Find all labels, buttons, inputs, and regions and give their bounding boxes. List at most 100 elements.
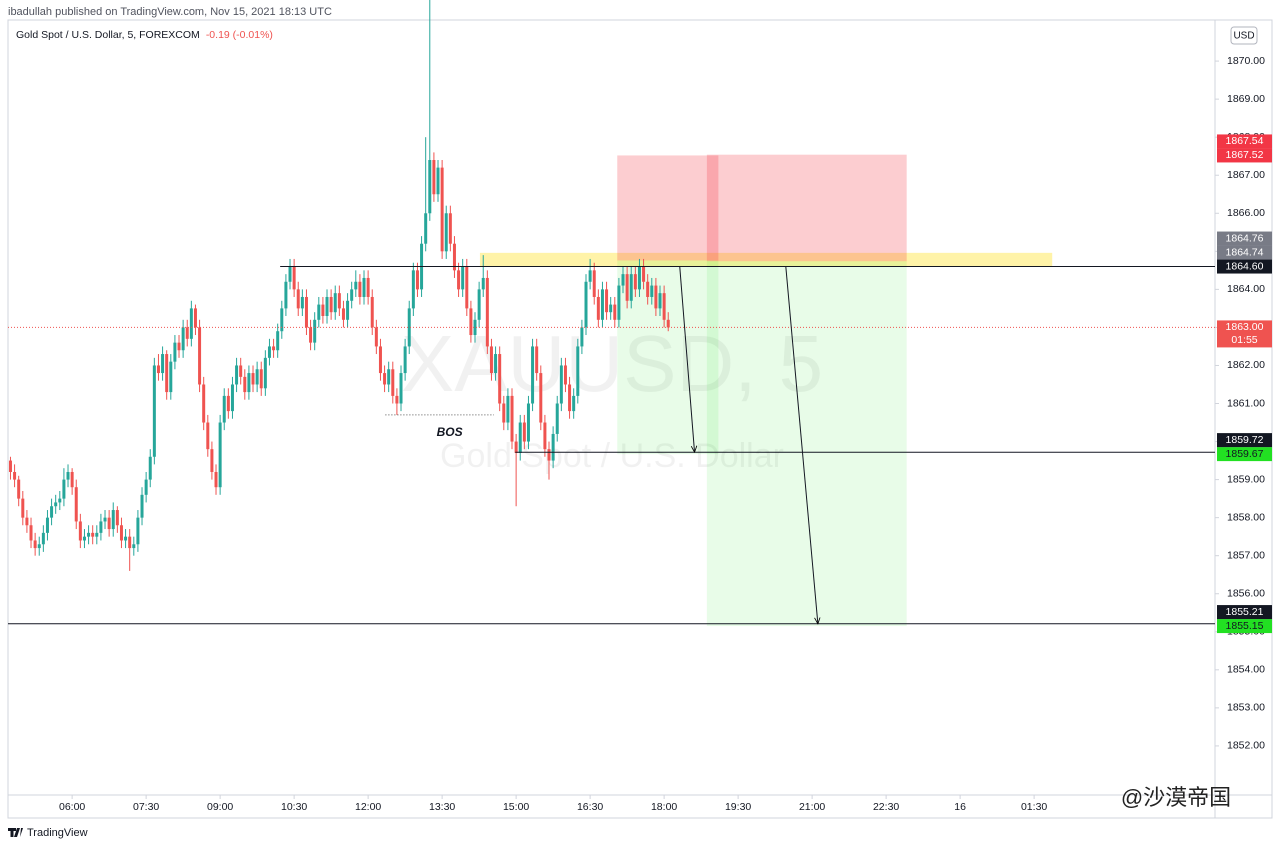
candle-body <box>235 365 239 385</box>
y-tick-label: 1857.00 <box>1227 549 1265 561</box>
candle-body <box>617 285 621 320</box>
bos-label: BOS <box>437 425 463 439</box>
candle-body <box>395 395 399 404</box>
candle-body <box>350 289 354 301</box>
candle-body <box>111 510 115 530</box>
candle-body <box>181 327 185 351</box>
candle-body <box>198 327 202 385</box>
candle-body <box>494 354 498 374</box>
candle-body <box>366 277 370 297</box>
price-badge-label: 1859.67 <box>1226 448 1264 460</box>
candle-body <box>543 422 547 450</box>
candle-body <box>559 365 563 404</box>
candle-body <box>609 304 613 313</box>
price-badge-label: 1867.52 <box>1226 149 1264 161</box>
candle-body <box>444 213 448 252</box>
price-badge-label: 1867.54 <box>1226 135 1264 147</box>
brand-icon <box>8 828 23 837</box>
candle-body <box>469 308 473 336</box>
candle-body <box>637 266 641 290</box>
candle-body <box>563 365 567 385</box>
plot: BOS <box>8 0 1215 627</box>
brand: TradingView <box>27 827 88 839</box>
candle-body <box>78 521 82 541</box>
candle-body <box>226 395 230 412</box>
candle-body <box>276 331 280 351</box>
arrow <box>679 266 695 453</box>
candle-body <box>309 327 313 343</box>
currency-box[interactable] <box>1230 26 1258 45</box>
candle-body <box>621 274 625 286</box>
candle-body <box>193 308 197 328</box>
symbol: Gold Spot / U.S. Dollar, 5, FOREXCOM -0.1… <box>16 29 273 41</box>
stop-zone <box>617 155 719 261</box>
candle-body <box>646 281 650 297</box>
candle-body <box>473 319 477 336</box>
candle-body <box>625 274 629 301</box>
candle-body <box>568 384 572 412</box>
y-tick-label: 1856.00 <box>1227 588 1265 600</box>
candle-body <box>654 285 658 309</box>
y-tick-label: 1853.00 <box>1227 702 1265 714</box>
candle-body <box>428 160 432 214</box>
y-tick-label: 1870.00 <box>1227 55 1265 67</box>
x-tick-label: 18:00 <box>651 801 677 813</box>
x-tick-label: 16:30 <box>577 801 603 813</box>
candle-body <box>115 510 119 526</box>
candle-body <box>206 422 210 450</box>
candle-body <box>572 395 576 412</box>
candle-body <box>465 266 469 309</box>
candle-body <box>140 494 144 518</box>
currency[interactable]: USD <box>1233 31 1254 42</box>
price-badge-label: 1864.76 <box>1226 232 1264 244</box>
candle-body <box>605 289 609 313</box>
candle-body <box>87 532 91 537</box>
candle-body <box>272 346 276 351</box>
price-badge <box>1217 245 1272 260</box>
y-tick-label: 1854.00 <box>1227 664 1265 676</box>
candle-body <box>387 369 391 385</box>
candle-body <box>288 266 292 282</box>
candle-body <box>185 327 189 339</box>
y-tick-label: 1861.00 <box>1227 397 1265 409</box>
candle-body <box>13 471 17 480</box>
candle-body <box>210 449 214 472</box>
x-tick-label: 01:30 <box>1021 801 1047 813</box>
candle-body <box>173 342 177 362</box>
candle-body <box>477 289 481 320</box>
candle-body <box>169 361 173 393</box>
price-badge <box>1217 134 1272 149</box>
candle-body <box>457 270 461 290</box>
candle-body <box>391 369 395 396</box>
candle-body <box>263 357 267 389</box>
price-badge <box>1217 148 1272 163</box>
candle-body <box>329 296 333 313</box>
price-badge-label: 1864.74 <box>1226 246 1264 258</box>
candle-body <box>128 536 132 549</box>
supply-zone <box>479 252 1053 267</box>
price-badge <box>1217 447 1272 462</box>
x-tick-label: 10:30 <box>281 801 307 813</box>
price-badge <box>1217 231 1272 246</box>
stop-zone <box>706 154 907 262</box>
x-tick-label: 07:30 <box>133 801 159 813</box>
candle-body <box>165 354 169 393</box>
candle-body <box>588 270 592 282</box>
candle-body <box>177 342 181 351</box>
x-tick-label: 21:00 <box>799 801 825 813</box>
candle-body <box>317 304 321 320</box>
target-zone <box>617 260 719 455</box>
candle-body <box>70 471 74 488</box>
candle-body <box>161 354 165 374</box>
arrow <box>785 266 818 624</box>
x-tick-label: 15:00 <box>503 801 529 813</box>
candle-body <box>461 266 465 290</box>
candle-body <box>452 243 456 271</box>
candle-body <box>481 277 485 290</box>
candle-body <box>411 270 415 309</box>
candle-body <box>66 471 70 480</box>
change: -0.19 (-0.01%) <box>206 29 273 41</box>
candle-body <box>436 167 440 195</box>
candle-body <box>300 296 304 309</box>
